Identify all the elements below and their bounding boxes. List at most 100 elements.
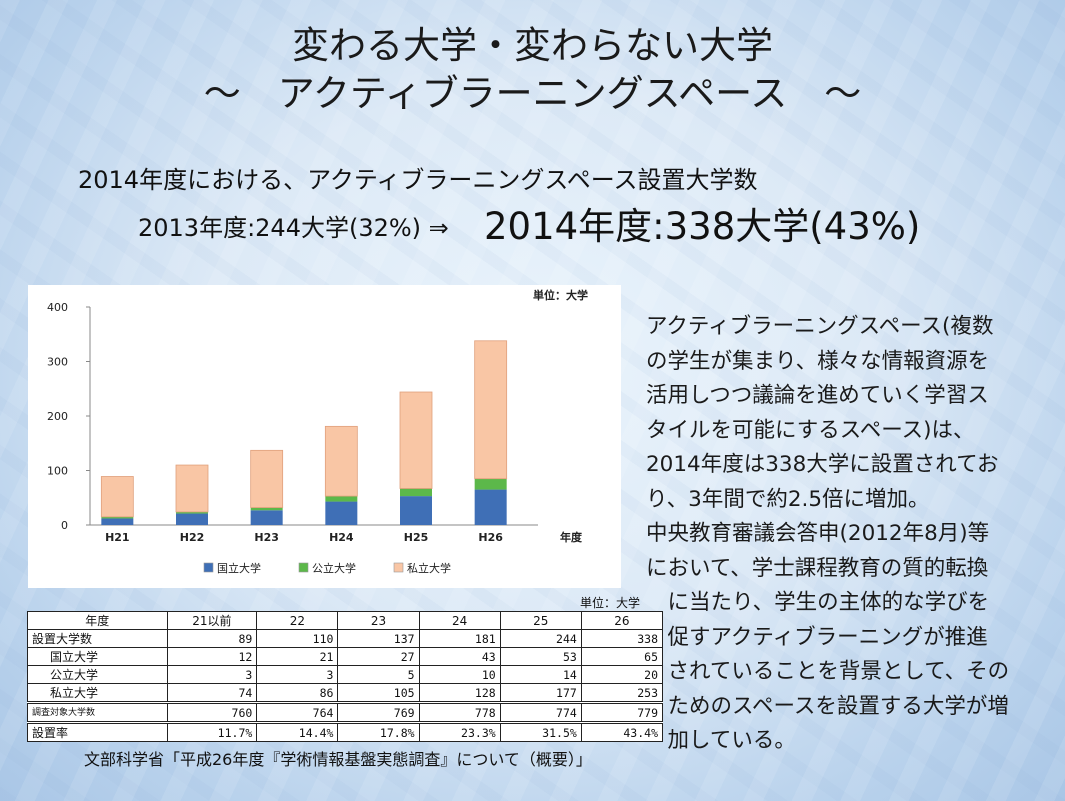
- table-header-cell: 21以前: [166, 611, 258, 630]
- bar-segment: [399, 391, 433, 489]
- source-citation: 文部科学省「平成26年度『学術情報基盤実態調査』について（概要）」: [84, 750, 592, 769]
- table-cell: 31.5%: [499, 721, 582, 742]
- bar-chart: 0 100 200 300 400 H21 H22 H23 H24 H25 H26 年度 単位：大学 国立…: [28, 285, 621, 588]
- bar-segment: [325, 501, 358, 525]
- table-cell: 779: [580, 701, 664, 723]
- chart-unit-label: 単位：大学: [533, 288, 588, 302]
- stat-2013: 2013年度:244大学(32%) ⇒: [138, 214, 449, 242]
- table-cell: 89: [166, 629, 258, 648]
- table-cell: 17.8%: [337, 721, 420, 742]
- table-cell: 3: [256, 665, 339, 684]
- table-cell: 21: [256, 647, 339, 666]
- slide-title-line1: 変わる大学・変わらない大学: [292, 24, 773, 67]
- table-cell: 14.4%: [256, 721, 339, 742]
- bar-segment: [250, 507, 283, 511]
- x-tick-label: H25: [404, 531, 429, 544]
- table-unit-label: 単位：大学: [580, 596, 641, 610]
- table-row-label: 公立大学: [27, 665, 168, 684]
- x-tick-label: H22: [180, 531, 205, 544]
- table-row-label: 私立大学: [27, 683, 168, 703]
- description-line: に当たり、学生の主体的な学びを: [646, 590, 990, 615]
- bar-segment: [474, 478, 507, 490]
- table-cell: 43.4%: [580, 721, 664, 742]
- bar-chart-svg: 0 100 200 300 400 H21 H22 H23 H24 H25 H26 年度 単位：大学国立…: [47, 288, 588, 575]
- description-line: されていることを背景として、その: [646, 659, 1010, 684]
- table-header-cell: 22: [256, 611, 339, 630]
- x-tick-label: H23: [254, 531, 279, 544]
- table-cell: 253: [580, 683, 664, 703]
- table-cell: 14: [499, 665, 582, 684]
- table-header-row: 年度 21以前 22 23 24 25 26: [27, 611, 664, 630]
- y-tick-label: 300: [47, 356, 68, 369]
- table-header-cell: 24: [418, 611, 501, 630]
- stat-2014: 2014年度:338大学(43%): [484, 205, 921, 248]
- x-axis-label: 年度: [560, 530, 583, 544]
- table-row-label: 設置大学数: [27, 629, 168, 648]
- description-line: ためのスペースを設置する大学が増: [646, 693, 1009, 719]
- description-line: り、3年間で約2.5倍に増加。: [646, 486, 930, 512]
- legend-swatch: [298, 562, 309, 573]
- description-line: 促すアクティブラーニングが推進: [646, 624, 988, 650]
- table-row: 設置大学数 89 110 137 181 244 338: [27, 629, 664, 648]
- table-cell: 177: [499, 683, 582, 703]
- table-cell: 778: [418, 701, 501, 723]
- table-row-label: 設置率: [27, 721, 168, 742]
- x-tick-label: H24: [329, 531, 354, 544]
- bar-segment: [400, 488, 432, 497]
- legend-label: 私立大学: [407, 561, 451, 575]
- bar-segment: [100, 476, 134, 518]
- table-cell: 137: [337, 629, 420, 648]
- table-cell: 65: [580, 647, 664, 666]
- table-row: 設置率 11.7% 14.4% 17.8% 23.3% 31.5% 43.4%: [27, 721, 664, 742]
- legend-label: 公立大学: [312, 561, 356, 575]
- bar-segment: [324, 425, 358, 497]
- table-cell: 11.7%: [166, 721, 258, 742]
- y-tick-label: 200: [47, 410, 68, 423]
- y-tick-label: 100: [47, 465, 68, 478]
- table-cell: 53: [499, 647, 582, 666]
- table-header-cell: 年度: [27, 611, 168, 630]
- bar-segment: [400, 496, 432, 525]
- description-line: の学生が集まり、様々な情報資源を: [646, 348, 990, 374]
- table-cell: 774: [499, 701, 582, 723]
- bar-segment: [101, 518, 134, 525]
- table-cell: 110: [256, 629, 339, 648]
- table-cell: 5: [337, 665, 420, 684]
- bar-segment: [176, 513, 208, 525]
- table-cell: 760: [166, 701, 258, 723]
- table-cell: 764: [256, 701, 339, 723]
- table-row: 私立大学 74 86 105 128 177 253: [27, 683, 664, 703]
- description-line: 中央教育審議会答申(2012年8月)等: [646, 521, 990, 546]
- table-cell: 23.3%: [418, 721, 501, 742]
- table-cell: 181: [418, 629, 501, 648]
- bar-segment: [474, 340, 508, 480]
- table-cell: 20: [580, 665, 664, 684]
- slide-title-line2: ～ アクティブラーニングスペース ～: [203, 72, 862, 115]
- table-cell: 338: [580, 629, 664, 648]
- table-cell: 10: [418, 665, 501, 684]
- table-cell: 3: [166, 665, 258, 684]
- table-header-cell: 25: [499, 611, 582, 630]
- bar-segment: [250, 510, 283, 525]
- table-row: 調査対象大学数 760 764 769 778 774 779: [27, 701, 664, 723]
- table-cell: 12: [166, 647, 258, 666]
- x-tick-label: H26: [478, 531, 503, 544]
- table-cell: 27: [337, 647, 420, 666]
- table-cell: 74: [166, 683, 258, 703]
- bar-segment: [175, 464, 209, 513]
- legend-label: 国立大学: [217, 561, 261, 575]
- bar-segment: [101, 516, 134, 519]
- bar-segment: [474, 489, 507, 525]
- legend-swatch: [203, 562, 214, 573]
- bar-segment: [176, 511, 208, 514]
- description-line: 加している。: [646, 728, 796, 753]
- table-row-label: 国立大学: [27, 647, 168, 666]
- table-row: 国立大学 12 21 27 43 53 65: [27, 647, 664, 666]
- table-cell: 43: [418, 647, 501, 666]
- bar-segment: [250, 449, 284, 508]
- table-cell: 128: [418, 683, 501, 703]
- y-tick-label: 400: [47, 301, 68, 314]
- description-line: 活用しつつ議論を進めていく学習ス: [646, 383, 989, 408]
- slide-subtitle: 2014年度における、アクティブラーニングスペース設置大学数: [78, 166, 758, 194]
- data-table: 年度 21以前 22 23 24 25 26 設置大学数 89 110 137 …: [27, 611, 664, 742]
